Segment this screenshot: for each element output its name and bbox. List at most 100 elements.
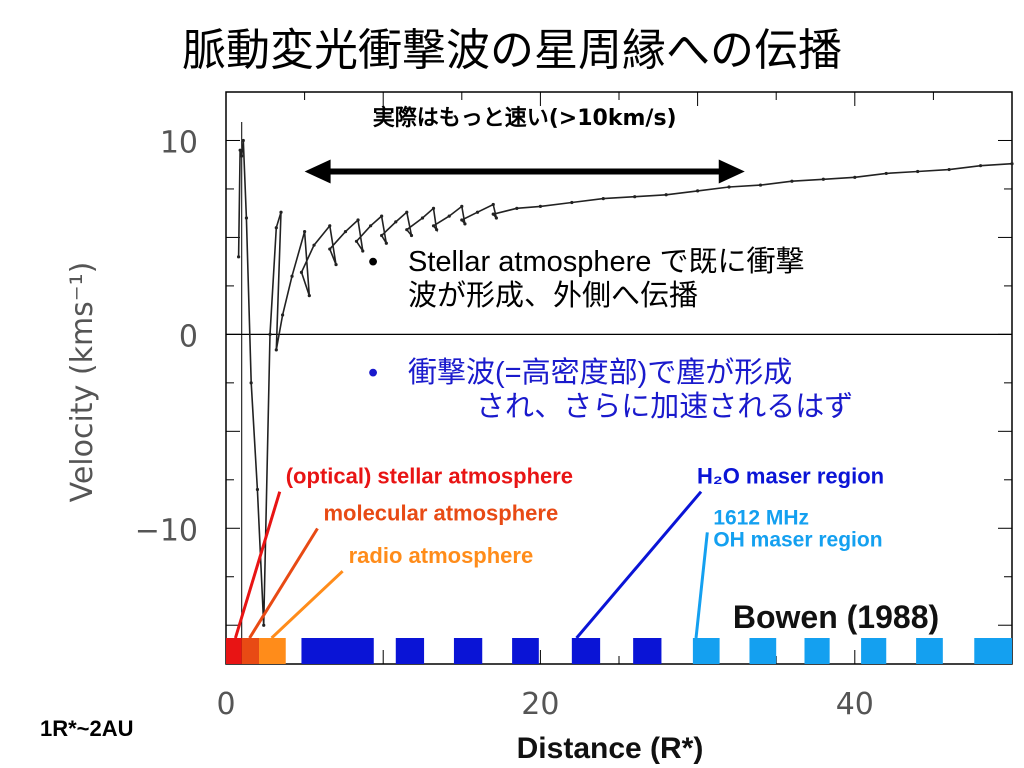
bullet-line: 波が形成、外側へ伝播 bbox=[408, 280, 699, 312]
velocity-point bbox=[435, 228, 439, 232]
bullet-stellar-atmosphere: • Stellar atmosphere で既に衝撃 波が形成、外側へ伝播 bbox=[368, 245, 968, 313]
velocity-point bbox=[356, 218, 360, 222]
bullet-line: され、さらに加速されるはず bbox=[476, 391, 854, 423]
velocity-point bbox=[328, 224, 332, 228]
region-connector bbox=[694, 532, 709, 639]
velocity-point bbox=[394, 220, 398, 224]
velocity-point bbox=[727, 185, 731, 189]
credit-label: Bowen (1988) bbox=[733, 599, 939, 635]
velocity-point bbox=[463, 222, 467, 226]
y-tick-label: 10 bbox=[160, 125, 198, 160]
velocity-point bbox=[241, 138, 245, 143]
bullet-dust-formation: • 衝撃波(=高密度部)で塵が形成 され、さらに加速されるはず bbox=[368, 356, 968, 424]
velocity-point bbox=[299, 270, 304, 274]
y-tick-label: −10 bbox=[135, 513, 198, 548]
velocity-point bbox=[947, 167, 951, 172]
velocity-point bbox=[240, 154, 244, 158]
x-tick-label: 40 bbox=[836, 687, 874, 722]
velocity-point bbox=[384, 241, 388, 245]
velocity-point bbox=[460, 204, 464, 208]
region-bar-block bbox=[259, 638, 286, 664]
x-tick-label: 20 bbox=[521, 687, 559, 722]
region-label: OH maser region bbox=[713, 528, 882, 551]
oh-bar-block bbox=[692, 638, 720, 664]
velocity-series-line bbox=[237, 140, 1013, 626]
velocity-point bbox=[916, 169, 920, 174]
velocity-point bbox=[307, 293, 311, 298]
velocity-point bbox=[312, 243, 316, 247]
x-tick-label: 0 bbox=[216, 687, 235, 722]
h2o-bar-block bbox=[512, 638, 539, 664]
h2o-bar-block bbox=[571, 638, 601, 664]
velocity-point bbox=[236, 255, 241, 259]
oh-bar-block bbox=[916, 638, 943, 664]
region-label: (optical) stellar atmosphere bbox=[286, 464, 573, 489]
velocity-point bbox=[405, 210, 409, 214]
velocity-point bbox=[405, 228, 409, 232]
region-connector bbox=[233, 491, 282, 639]
velocity-point bbox=[601, 197, 605, 201]
region-bar-block bbox=[241, 638, 260, 664]
velocity-point bbox=[280, 313, 285, 317]
velocity-point bbox=[244, 216, 249, 220]
velocity-point bbox=[696, 189, 700, 193]
velocity-point bbox=[538, 204, 543, 208]
velocity-point bbox=[328, 247, 332, 251]
velocity-point bbox=[249, 381, 253, 385]
region-connector bbox=[248, 527, 319, 639]
bullet-line: Stellar atmosphere で既に衝撃 bbox=[408, 246, 805, 278]
velocity-point bbox=[255, 487, 260, 492]
velocity-point bbox=[369, 224, 373, 228]
region-label: radio atmosphere bbox=[349, 543, 534, 568]
velocity-point bbox=[821, 177, 825, 181]
h2o-bar-block bbox=[301, 638, 374, 664]
velocity-point bbox=[262, 623, 266, 627]
x-axis-label: Distance (R*) bbox=[517, 732, 704, 765]
oh-bar-block bbox=[804, 638, 830, 664]
y-tick-label: 0 bbox=[179, 319, 198, 354]
y-axis-label: Velocity (kms⁻¹) bbox=[65, 262, 100, 503]
region-connector bbox=[270, 570, 344, 640]
speed-arrow-head-left bbox=[304, 159, 331, 184]
velocity-point bbox=[268, 332, 272, 336]
velocity-point bbox=[447, 214, 451, 218]
velocity-point bbox=[884, 171, 888, 176]
velocity-point bbox=[494, 216, 498, 220]
velocity-point bbox=[279, 210, 283, 214]
velocity-point bbox=[460, 218, 464, 222]
velocity-point bbox=[431, 224, 436, 228]
velocity-point bbox=[633, 195, 637, 199]
region-bar-block bbox=[226, 638, 242, 664]
unit-note: 1R*~2AU bbox=[40, 716, 134, 741]
velocity-point bbox=[334, 262, 338, 267]
velocity-point bbox=[354, 239, 359, 243]
velocity-point bbox=[790, 179, 794, 183]
oh-bar-block bbox=[974, 638, 1012, 664]
oh-bar-block bbox=[749, 638, 777, 664]
velocity-point bbox=[420, 216, 425, 220]
speed-annotation-label: 実際はもっと速い(>10km/s) bbox=[373, 105, 677, 131]
velocity-point bbox=[303, 230, 307, 234]
h2o-bar-block bbox=[395, 638, 425, 664]
velocity-point bbox=[491, 202, 495, 207]
region-connector bbox=[575, 490, 703, 639]
velocity-point bbox=[274, 226, 278, 230]
h2o-bar-block bbox=[453, 638, 483, 664]
bullet-line: 衝撃波(=高密度部)で塵が形成 bbox=[408, 357, 793, 389]
velocity-point bbox=[515, 206, 519, 210]
velocity-point bbox=[978, 164, 983, 168]
velocity-point bbox=[1010, 162, 1014, 166]
velocity-point bbox=[290, 274, 294, 278]
slide-title: 脈動変光衝撃波の星周縁への伝播 bbox=[182, 25, 842, 76]
velocity-point bbox=[853, 175, 857, 179]
velocity-point bbox=[343, 230, 348, 234]
bullet-marker: • bbox=[368, 357, 379, 389]
velocity-point bbox=[570, 200, 574, 205]
velocity-point bbox=[664, 193, 668, 197]
velocity-point bbox=[361, 249, 365, 253]
region-label: 1612 MHz bbox=[713, 506, 809, 529]
velocity-point bbox=[274, 348, 278, 352]
velocity-point bbox=[491, 212, 495, 216]
velocity-point bbox=[380, 214, 384, 218]
velocity-point bbox=[409, 233, 414, 238]
